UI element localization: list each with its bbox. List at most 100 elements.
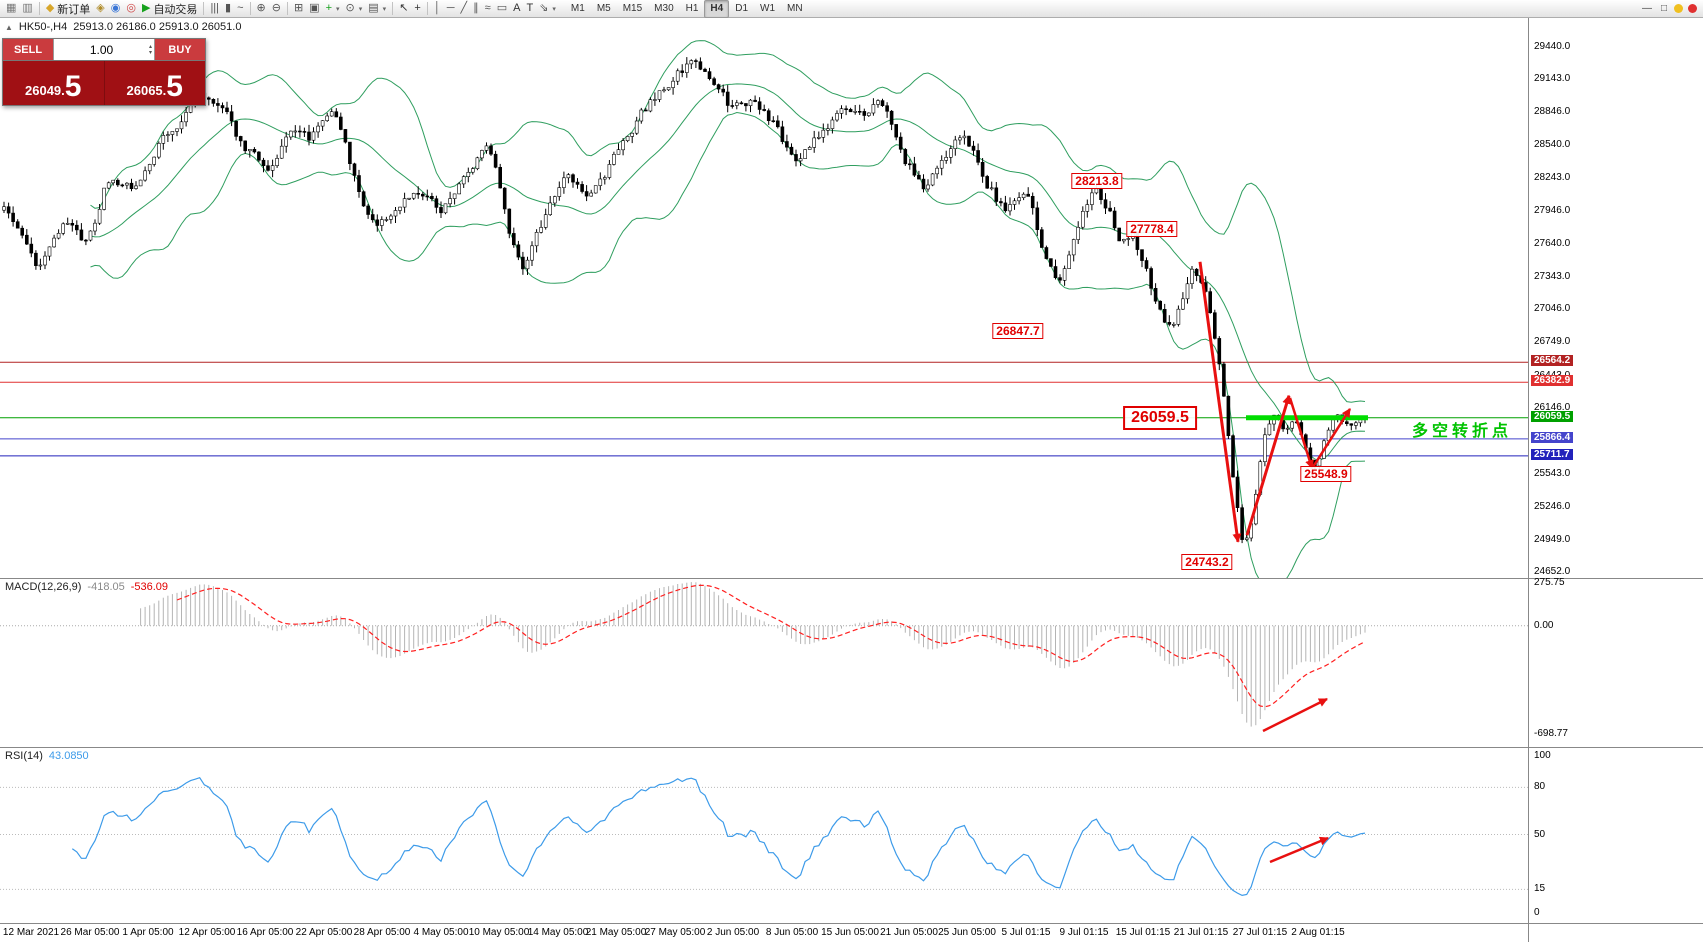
time-axis-label: 27 May 05:00 [644,927,706,938]
timeframe-h4[interactable]: H4 [704,0,730,18]
text-icon[interactable]: A [510,1,523,17]
new-chart-icon-glyph: ▦ [6,2,17,14]
macd-title: MACD(12,26,9) [5,581,82,593]
minimize-button[interactable]: — [1641,3,1652,14]
alerts-icon[interactable]: ◎ [123,1,139,17]
profiles-icon[interactable]: ▥ [19,1,35,17]
app-market-icon[interactable]: ◉ [108,1,124,17]
periods-button-glyph: ⊙ [345,2,355,14]
time-axis-label: 16 Apr 05:00 [236,927,294,938]
price-tick: 27946.0 [1534,205,1571,216]
timeframe-m15[interactable]: M15 [622,3,643,14]
main-price-axis[interactable]: 29440.0 29143.0 28846.0 28540.0 28243.0 27946… [1529,18,1703,578]
timeframe-m30[interactable]: M30 [654,3,674,14]
volume-spinner[interactable]: ▴ ▾ [149,44,152,56]
new-order-button-glyph: ◆ [45,2,55,14]
sell-price-display[interactable]: 26049. 5 [3,61,105,105]
toolbar-separator [392,2,394,15]
timeframe-mn[interactable]: MN [787,3,803,14]
price-tick: 28540.0 [1534,139,1571,150]
macd-signal-value: -536.09 [130,581,169,593]
buy-price-display[interactable]: 26065. 5 [105,61,206,105]
trend-arrow [1288,397,1314,470]
time-axis-label: 2 Aug 01:15 [1291,927,1345,938]
label-icon[interactable]: T [523,1,536,17]
volume-down-icon[interactable]: ▾ [148,49,152,56]
time-axis[interactable]: 12 Mar 2021 26 Mar 05:00 1 Apr 05:00 12 Apr… [0,923,1528,942]
templates-button[interactable]: ▤ ▾ [365,1,389,17]
time-axis-label: 12 Apr 05:00 [178,927,236,938]
tile-windows-icon[interactable]: ⊞ [291,1,306,17]
crosshair-icon[interactable]: + [411,1,423,17]
turning-point-note[interactable]: 多空转折点 [1412,423,1513,440]
timeframe-w1[interactable]: W1 [760,3,776,14]
price-level-tag: 25711.7 [1531,449,1573,460]
trendline-icon[interactable]: ╱ [458,1,471,17]
price-callout[interactable]: 24743.2 [1181,554,1233,570]
channel-icon[interactable]: ∥ [470,1,482,17]
trend-arrows[interactable] [1198,261,1352,543]
hline-icon[interactable]: ─ [444,1,458,17]
autotrade-button-glyph: ▶ [141,2,151,14]
price-callout[interactable]: 27778.4 [1126,221,1178,237]
fibonacci-icon[interactable]: ≈ [482,1,494,17]
time-axis-label: 21 May 05:00 [585,927,647,938]
shapes-icon[interactable]: ▭ [494,1,510,17]
macd-trend-arrow[interactable] [1262,697,1328,733]
macd-panel[interactable]: MACD(12,26,9) -418.05 -536.09 [0,578,1528,747]
rsi-panel[interactable]: RSI(14) 43.0850 [0,747,1528,923]
zoom-out-icon[interactable]: ⊖ [269,1,284,17]
line-mode-icon[interactable]: ~ [234,1,246,17]
horizontal-lines[interactable] [0,361,1528,457]
macd-signal-line [176,584,1366,708]
arrows-tool-icon[interactable]: ⇘ ▾ [536,1,559,17]
main-chart-panel[interactable]: ▲ HK50-,H4 25913.0 26186.0 25913.0 26051… [0,18,1528,578]
rsi-axis-value: 80 [1534,781,1546,792]
sell-button[interactable]: SELL [3,39,53,60]
auto-arrange-icon[interactable]: ▣ [306,1,322,17]
price-callout[interactable]: 28213.8 [1071,173,1123,189]
price-tick: 29440.0 [1534,41,1571,52]
symbol-marker-icon: ▲ [5,22,13,32]
price-callout[interactable]: 25548.9 [1300,466,1352,482]
vline-icon[interactable]: │ [431,1,444,17]
buy-button[interactable]: BUY [155,39,205,60]
volume-value[interactable]: 1.00 [89,42,114,57]
zoom-in-icon[interactable]: ⊕ [254,1,269,17]
indicators-button[interactable]: + ▾ [323,1,343,17]
one-click-trading-panel: SELL 1.00 ▴ ▾ BUY 26049. 5 [2,38,206,106]
rsi-levels [0,786,1528,890]
new-order-button[interactable]: ◆ 新订单 [43,1,93,17]
volume-up-icon[interactable]: ▴ [148,43,152,50]
timeframe-d1[interactable]: D1 [735,3,749,14]
chart-column: ▲ HK50-,H4 25913.0 26186.0 25913.0 26051… [0,18,1528,942]
rsi-trend-arrow[interactable] [1269,836,1329,864]
new-chart-icon[interactable]: ▦ [3,1,19,17]
candles-mode-icon[interactable]: ▮ [222,1,234,17]
main-chart-canvas[interactable] [0,18,1528,578]
periods-button[interactable]: ⊙ ▾ [343,1,366,17]
price-tick: 25246.0 [1534,501,1571,512]
cursor-icon[interactable]: ↖ [396,1,411,17]
hline-icon-glyph: ─ [446,2,455,14]
script-icon[interactable]: ◈ [93,1,107,17]
restore-button[interactable]: □ [1660,3,1667,14]
macd-axis[interactable]: 275.75 0.00 -698.77 [1529,577,1703,747]
volume-input[interactable]: 1.00 ▴ ▾ [53,39,155,60]
symbol-name: HK50-,H4 [18,21,68,33]
price-level-tag: 26564.2 [1531,355,1574,366]
time-axis-label: 26 Mar 05:00 [60,927,120,938]
timeframe-m5[interactable]: M5 [596,3,611,14]
text-icon-glyph: A [513,2,521,14]
autotrade-button[interactable]: ▶ 自动交易 [139,1,200,17]
time-axis-label: 22 Apr 05:00 [295,927,353,938]
time-axis-label: 9 Jul 01:15 [1059,927,1109,938]
rsi-axis[interactable]: 100 80 50 15 0 [1529,747,1703,923]
price-callout[interactable]: 26059.5 [1123,406,1197,430]
time-axis-label: 2 Jun 05:00 [706,927,760,938]
timeframe-h1[interactable]: H1 [685,3,699,14]
bars-mode-icon[interactable]: ||| [207,1,222,17]
timeframe-m1[interactable]: M1 [570,3,585,14]
price-callout[interactable]: 26847.7 [992,323,1044,339]
